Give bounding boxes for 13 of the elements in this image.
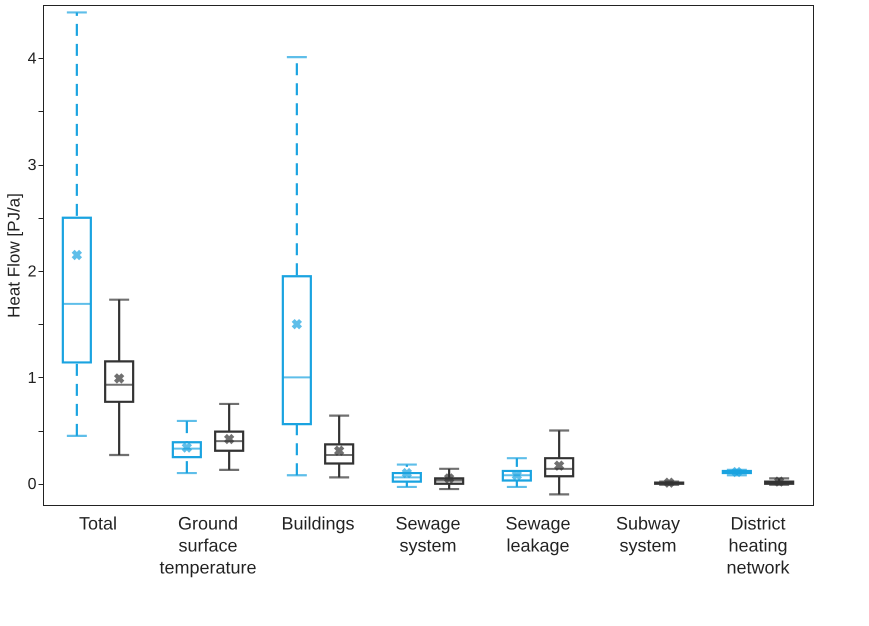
x-tick-label: Buildings <box>281 514 355 534</box>
x-tick-label: Sewage system <box>395 514 461 556</box>
x-tick-label: Subway system <box>616 514 680 556</box>
x-tick-label: Total <box>78 514 118 534</box>
y-tick-label: 2 <box>28 263 37 280</box>
x-tick-label: Ground surface temperature <box>159 514 257 578</box>
y-tick-label: 3 <box>28 157 37 174</box>
y-tick-label: 0 <box>28 476 37 494</box>
x-tick-label: Sewage leakage <box>505 514 571 556</box>
y-tick-label: 1 <box>28 370 37 387</box>
y-axis-title: Heat Flow [PJ/a] <box>4 193 24 318</box>
x-tick-label: District heating network <box>726 514 791 578</box>
y-tick-label: 4 <box>28 50 37 68</box>
